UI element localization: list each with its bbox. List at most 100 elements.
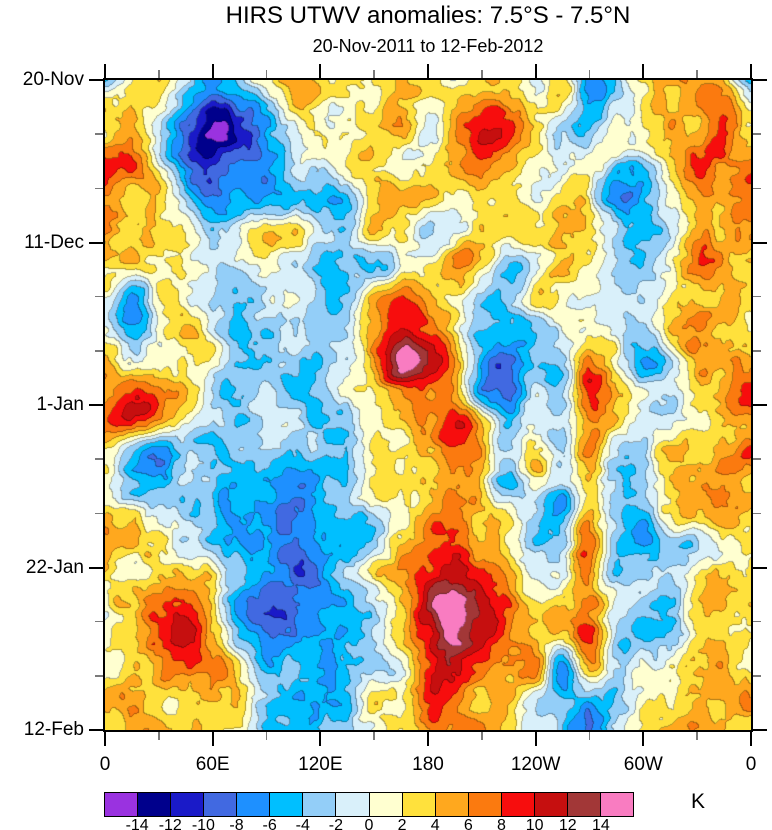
minor-tick: [265, 732, 268, 740]
major-tick: [750, 64, 752, 78]
minor-tick: [588, 70, 591, 78]
minor-tick: [753, 458, 761, 460]
y-axis-tick-label: 1-Jan: [36, 394, 84, 415]
minor-tick: [265, 70, 268, 78]
minor-tick: [753, 620, 761, 623]
major-tick: [89, 729, 103, 731]
major-tick: [642, 732, 645, 746]
major-tick: [753, 729, 767, 731]
major-tick: [319, 64, 322, 78]
minor-tick: [481, 70, 483, 78]
minor-tick: [753, 675, 761, 677]
major-tick: [89, 241, 103, 244]
y-axis-tick-label: 22-Jan: [25, 556, 84, 578]
minor-tick: [95, 512, 103, 515]
colorbar: [104, 792, 634, 817]
colorbar-cell: [533, 793, 567, 816]
y-axis-tick-label: 12-Feb: [23, 719, 84, 740]
colorbar-tick-label: -12: [158, 817, 182, 830]
x-axis-tick-label: 120E: [298, 754, 343, 775]
minor-tick: [95, 187, 103, 190]
major-tick: [642, 64, 645, 78]
anomaly-field-canvas: [105, 80, 751, 730]
major-tick: [104, 732, 106, 746]
colorbar-cell: [137, 793, 171, 816]
major-tick: [104, 64, 106, 78]
minor-tick: [753, 295, 761, 298]
minor-tick: [373, 70, 375, 78]
major-tick: [427, 64, 429, 78]
colorbar-tick-label: 2: [397, 817, 407, 830]
colorbar-cell: [368, 793, 402, 816]
colorbar-cell: [105, 793, 138, 816]
minor-tick: [158, 70, 160, 78]
major-tick: [753, 404, 767, 406]
major-tick: [211, 732, 214, 746]
minor-tick: [373, 732, 375, 740]
colorbar-cell: [269, 793, 303, 816]
x-axis-tick-label: 120W: [510, 754, 561, 775]
minor-tick: [95, 133, 103, 135]
colorbar-tick-label: -6: [262, 817, 277, 830]
minor-tick: [588, 732, 591, 740]
plot-frame: [103, 78, 753, 732]
minor-tick: [95, 675, 103, 677]
chart-subtitle: 20-Nov-2011 to 12-Feb-2012: [312, 36, 544, 56]
colorbar-tick-label: 8: [497, 817, 506, 830]
x-axis-tick-label: 60W: [623, 754, 663, 775]
x-axis-tick-label: 0: [745, 754, 757, 775]
colorbar-cell: [467, 793, 501, 816]
colorbar-cell: [500, 793, 534, 816]
colorbar-cell: [170, 793, 204, 816]
colorbar-tick-label: 10: [525, 817, 544, 830]
colorbar-unit-label: K: [690, 790, 705, 813]
colorbar-cell: [599, 793, 633, 816]
minor-tick: [753, 187, 761, 190]
colorbar-cell: [434, 793, 468, 816]
minor-tick: [95, 458, 103, 460]
minor-tick: [696, 70, 698, 78]
minor-tick: [753, 350, 761, 352]
major-tick: [427, 732, 429, 746]
major-tick: [753, 566, 767, 569]
colorbar-tick-label: 4: [430, 817, 440, 830]
major-tick: [211, 64, 214, 78]
colorbar-tick-label: -10: [191, 817, 215, 830]
minor-tick: [95, 295, 103, 298]
major-tick: [534, 732, 537, 746]
colorbar-tick-label: 0: [364, 817, 374, 830]
minor-tick: [481, 732, 483, 740]
major-tick: [534, 64, 537, 78]
colorbar-tick-label: 6: [463, 817, 473, 830]
colorbar-cell: [236, 793, 270, 816]
colorbar-tick-label: 12: [558, 817, 577, 830]
major-tick: [319, 732, 322, 746]
major-tick: [89, 566, 103, 569]
chart-title: HIRS UTWV anomalies: 7.5°S - 7.5°N: [225, 2, 631, 29]
minor-tick: [753, 512, 761, 515]
major-tick: [753, 79, 767, 81]
colorbar-cell: [566, 793, 600, 816]
y-axis-tick-label: 20-Nov: [22, 69, 84, 90]
y-axis-tick-label: 11-Dec: [24, 231, 84, 253]
colorbar-cell: [203, 793, 237, 816]
major-tick: [89, 79, 103, 81]
minor-tick: [95, 350, 103, 352]
minor-tick: [696, 732, 698, 740]
minor-tick: [753, 133, 761, 135]
x-axis-tick-label: 60E: [195, 754, 230, 775]
colorbar-tick-label: -14: [125, 817, 149, 830]
colorbar-cell: [401, 793, 435, 816]
colorbar-tick-label: 14: [591, 817, 610, 830]
x-axis-tick-label: 180: [412, 754, 444, 775]
x-axis-tick-label: 0: [99, 754, 111, 775]
colorbar-tick-label: -4: [295, 817, 310, 830]
colorbar-tick-label: -8: [229, 817, 244, 830]
colorbar-cell: [302, 793, 336, 816]
major-tick: [750, 732, 752, 746]
colorbar-tick-label: -2: [328, 817, 343, 830]
major-tick: [89, 404, 103, 406]
minor-tick: [95, 620, 103, 623]
colorbar-cell: [335, 793, 369, 816]
